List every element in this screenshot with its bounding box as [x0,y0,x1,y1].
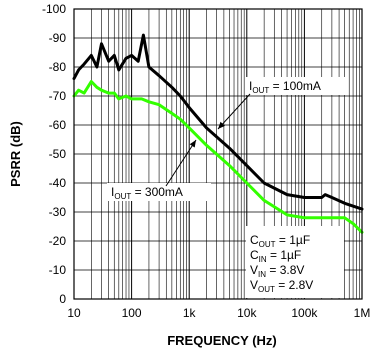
x-tick-label: 1k [183,306,197,320]
y-tick-label: -40 [49,176,67,190]
series-line-300ma [72,80,364,234]
y-axis-ticks: -100-90-80-70-60-50-40-30-20-100 [42,2,66,306]
y-tick-label: -70 [49,89,67,103]
x-tick-label: 10 [67,306,81,320]
y-tick-label: 0 [59,292,66,306]
x-tick-label: 1M [354,306,370,320]
condition-cout: COUT = 1µF [250,233,310,249]
x-tick-label: 100k [291,306,318,320]
condition-cin: CIN = 1µF [250,248,301,264]
y-axis-label: PSRR (dB) [8,121,23,187]
annotation-subscript: OUT [252,86,269,95]
series-layer [72,33,364,234]
annotation-300ma-label: IOUT = 300mA [111,185,183,201]
annotation-symbol: I [249,79,252,93]
y-tick-label: -60 [49,118,67,132]
x-tick-label: 10k [237,306,257,320]
annotation-value: = 300mA [131,185,183,199]
test-conditions: COUT = 1µF CIN = 1µF VIN = 3.8V VOUT = 2… [246,226,344,298]
y-tick-label: -10 [49,263,67,277]
series-line-100ma [72,33,364,211]
x-axis-ticks: 10 100 1k 10k 100k 1M [67,306,370,320]
y-tick-label: -80 [49,60,67,74]
annotation-300ma: IOUT = 300mA [107,139,211,201]
x-axis-label: FREQUENCY (Hz) [167,333,277,348]
y-tick-label: -20 [49,234,67,248]
condition-vin: VIN = 3.8V [250,263,304,279]
condition-vout: VOUT = 2.8V [250,278,313,294]
y-tick-label: -100 [42,2,66,16]
annotation-subscript: OUT [114,192,131,201]
annotation-100ma-label: IOUT = 100mA [249,79,321,95]
y-tick-label: -50 [49,147,67,161]
x-tick-label: 100 [122,306,142,320]
annotation-value: = 100mA [269,79,321,93]
y-tick-label: -30 [49,205,67,219]
annotation-100ma: IOUT = 100mA [217,77,347,130]
y-tick-label: -90 [49,31,67,45]
annotation-symbol: I [111,185,114,199]
plot-frame [73,8,363,300]
